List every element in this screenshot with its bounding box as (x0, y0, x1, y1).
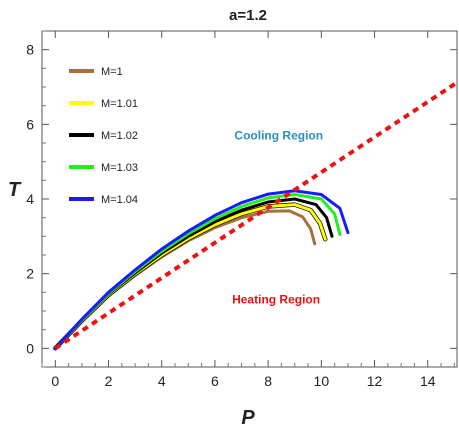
series-line-m-1-02 (53, 197, 334, 350)
x-tick-label: 6 (211, 373, 219, 389)
chart-title: a=1.2 (229, 7, 267, 24)
series-line-m-1-01 (53, 203, 327, 350)
x-tick-label: 2 (105, 373, 113, 389)
series-line-m-1-04 (53, 189, 350, 350)
y-tick-label: 0 (26, 340, 34, 356)
region-annotations: Cooling Region Heating Region (232, 128, 323, 306)
region-label: Cooling Region (234, 128, 323, 142)
legend-label: M=1.03 (101, 162, 138, 174)
axis-ticks: 0 2 4 6 8 10 12 14 0 2 4 6 8 (26, 30, 457, 389)
x-axis-title: P (241, 407, 255, 429)
series-layer (53, 80, 459, 351)
dotted-boundary-line (54, 80, 459, 350)
y-tick-label: 2 (26, 266, 34, 282)
x-tick-label: 0 (51, 373, 59, 389)
legend-label: M=1.04 (101, 194, 138, 206)
legend-label: M=1.01 (101, 98, 138, 110)
series-line-m-1-01-outline (53, 202, 328, 351)
y-tick-label: 8 (26, 42, 34, 58)
x-tick-label: 4 (158, 373, 166, 389)
legend-label: M=1 (101, 66, 123, 78)
x-tick-label: 12 (367, 373, 383, 389)
legend-label: M=1.02 (101, 130, 138, 142)
series-line-m-1 (53, 209, 317, 350)
y-tick-label: 4 (26, 191, 34, 207)
y-axis-title: T (8, 179, 22, 201)
legend: M=1 M=1.01 M=1.02 M=1.03 M=1.04 (69, 66, 138, 206)
x-tick-label: 10 (314, 373, 330, 389)
region-label: Heating Region (232, 293, 320, 307)
x-tick-label: 14 (420, 373, 436, 389)
x-tick-label: 8 (264, 373, 272, 389)
y-tick-label: 6 (26, 116, 34, 132)
series-line-m-1-03 (53, 193, 342, 350)
